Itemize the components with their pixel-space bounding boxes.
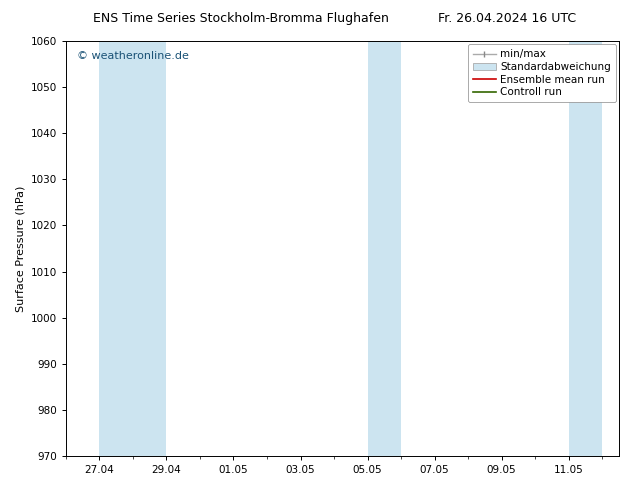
Text: © weatheronline.de: © weatheronline.de	[77, 51, 189, 61]
Legend: min/max, Standardabweichung, Ensemble mean run, Controll run: min/max, Standardabweichung, Ensemble me…	[468, 44, 616, 102]
Bar	[569, 41, 602, 456]
Text: ENS Time Series Stockholm-Bromma Flughafen: ENS Time Series Stockholm-Bromma Flughaf…	[93, 12, 389, 25]
Y-axis label: Surface Pressure (hPa): Surface Pressure (hPa)	[15, 185, 25, 312]
Bar	[368, 41, 401, 456]
Bar	[100, 41, 133, 456]
Text: Fr. 26.04.2024 16 UTC: Fr. 26.04.2024 16 UTC	[438, 12, 576, 25]
Bar	[133, 41, 166, 456]
